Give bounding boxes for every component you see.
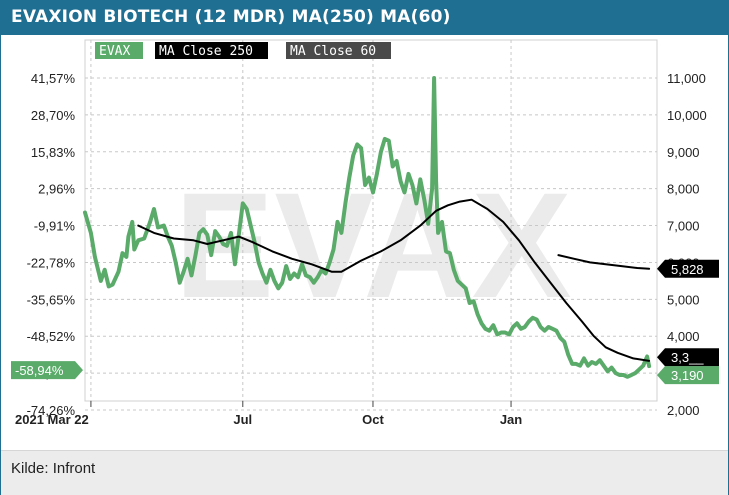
y-left-tick-label: 28,70%	[31, 108, 76, 123]
price-value-badge: 3,190	[657, 366, 719, 385]
y-right-tick-label: 10,000	[667, 108, 707, 123]
ma250-value-badge-label: 5,828	[671, 262, 704, 277]
y-left-tick-label: -9,91%	[34, 219, 76, 234]
ma60-value-badge: 3,3__	[657, 348, 719, 367]
y-right-tick-label: 11,000	[667, 71, 706, 86]
ma250-value-badge: 5,828	[657, 259, 719, 278]
x-tick-label: Jan	[500, 412, 522, 427]
legend-item-label: MA Close 60	[290, 44, 376, 59]
x-tick-label: Oct	[362, 412, 384, 427]
price-value-badge-shape	[657, 366, 719, 385]
series-line-ma-close-60	[137, 198, 651, 362]
y-left-tick-label: 2,96%	[38, 182, 75, 197]
y-left-tick-label: 15,83%	[31, 145, 76, 160]
y-right-tick-label: 5,000	[667, 292, 700, 307]
x-tick-label: Jul	[233, 412, 252, 427]
series-line-ma-close-250	[557, 254, 651, 270]
y-right-tick-label: 7,000	[667, 219, 700, 234]
pct-change-badge-label: -58,94%	[15, 363, 64, 378]
legend-swatch	[95, 42, 143, 59]
legend-swatch	[155, 42, 268, 59]
source-label: Kilde: Infront	[11, 460, 96, 477]
y-right-tick-label: 8,000	[667, 182, 700, 197]
title-bar: EVAXION BIOTECH (12 MDR) MA(250) MA(60)	[1, 1, 728, 35]
chart-title: EVAXION BIOTECH (12 MDR) MA(250) MA(60)	[11, 7, 451, 27]
pct-change-badge: -58,94%	[11, 361, 83, 380]
legend-item-label: MA Close 250	[159, 44, 253, 59]
ma60-value-badge-shape	[657, 348, 719, 367]
y-left-tick-label: -48,52%	[27, 329, 76, 344]
legend-item-label: EVAX	[99, 44, 130, 59]
price-value-badge-label: 3,190	[671, 368, 704, 383]
x-tick-label: 2021 Mar 22	[15, 412, 89, 427]
y-left-tick-label: -74,26%	[27, 403, 76, 418]
y-left-tick-label: -35,65%	[27, 292, 76, 307]
y-right-tick-label: 9,000	[667, 145, 700, 160]
ma60-value-badge-label: 3,3__	[671, 350, 704, 365]
y-left-tick-label: -22,78%	[27, 255, 76, 270]
legend-swatch	[286, 42, 391, 59]
y-right-tick-label: 2,000	[667, 403, 700, 418]
price-chart: EVAX 41,57% 28,70% 15,83% 2,96% -9,91% -22,78%…	[11, 39, 719, 427]
pct-change-badge-shape	[11, 361, 83, 380]
series-line-evax	[83, 76, 652, 379]
y-left-tick-label: 41,57%	[31, 71, 76, 86]
ma250-value-badge-shape	[657, 259, 719, 278]
y-right-tick-label: 4,000	[667, 329, 700, 344]
source-footer: Kilde: Infront	[1, 450, 728, 495]
